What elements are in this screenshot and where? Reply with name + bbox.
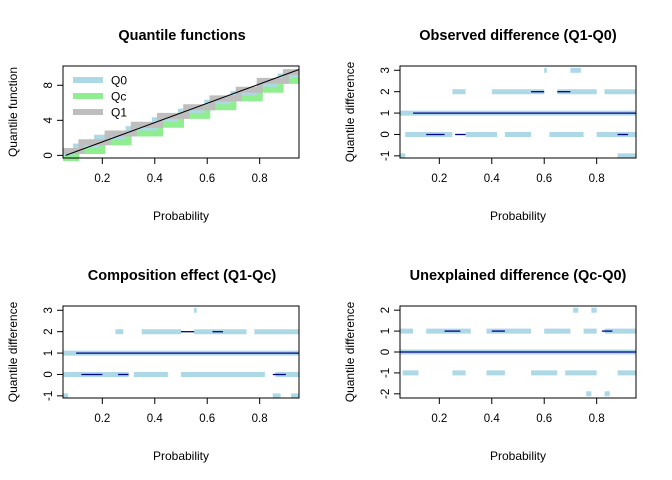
y-tick-label: 8 [43, 82, 55, 88]
legend: Q0 Qc Q1 [73, 74, 127, 120]
chart-title: Composition effect (Q1-Qc) [88, 268, 277, 284]
plot-area [63, 307, 299, 399]
y-axis: -1 0 1 2 3 [43, 307, 63, 401]
x-tick-label: 0.2 [94, 413, 110, 425]
legend-label: Q0 [111, 74, 127, 88]
y-tick-label: -1 [43, 391, 55, 401]
chart-panel-3: Composition effect (Q1-Qc) Probability Qua… [6, 268, 300, 463]
y-tick-label: 2 [43, 328, 55, 334]
y-tick-label: 4 [43, 117, 55, 124]
y-tick-label: 2 [380, 88, 392, 94]
y-tick-label: 1 [43, 350, 55, 356]
x-tick-label: 0.2 [94, 173, 110, 185]
x-tick-label: 0.4 [147, 173, 164, 185]
x-axis-label: Probability [153, 209, 209, 223]
x-tick-label: 0.6 [536, 413, 552, 425]
y-tick-label: 3 [43, 307, 55, 313]
x-tick-label: 0.8 [252, 413, 268, 425]
x-axis: 0.2 0.4 0.6 0.8 [431, 398, 605, 425]
y-tick-label: 0 [43, 152, 55, 158]
y-axis-label: Quantile difference [6, 301, 20, 402]
y-axis: -2 -1 0 1 2 [380, 307, 400, 399]
reference-line [65, 69, 300, 156]
legend-label: Qc [111, 90, 126, 104]
x-tick-label: 0.8 [252, 173, 268, 185]
x-axis: 0.2 0.4 0.6 0.8 [431, 158, 605, 185]
x-axis-label: Probability [490, 449, 546, 463]
chart-title: Quantile functions [118, 28, 245, 44]
series-line-Q1 [63, 69, 299, 154]
x-axis-label: Probability [490, 209, 546, 223]
legend-label: Q1 [111, 106, 127, 120]
plot-area [400, 307, 636, 397]
y-tick-label: 0 [380, 349, 392, 355]
plot-frame [399, 65, 637, 159]
y-axis-label: Quantile function [6, 67, 20, 157]
chart-title: Unexplained difference (Qc-Q0) [410, 268, 627, 284]
y-axis-label: Quantile difference [343, 61, 357, 162]
y-tick-label: 1 [380, 328, 392, 334]
plot-area [63, 69, 300, 161]
y-tick-label: 3 [380, 67, 392, 73]
y-tick-label: 1 [380, 110, 392, 116]
y-axis: 0 4 8 [43, 82, 63, 159]
x-axis-label: Probability [153, 449, 209, 463]
y-axis: -1 0 1 2 3 [380, 67, 400, 161]
y-axis-label: Quantile difference [343, 301, 357, 402]
chart-panel-1: Quantile functions Probability Quantile fu… [6, 28, 300, 223]
x-tick-label: 0.6 [199, 173, 215, 185]
x-tick-label: 0.8 [589, 413, 605, 425]
chart-panel-2: Observed difference (Q1-Q0) Probability Qu… [343, 28, 637, 223]
chart-panel-4: Unexplained difference (Qc-Q0) Probabilit… [343, 268, 637, 463]
x-tick-label: 0.8 [589, 173, 605, 185]
y-tick-label: 0 [43, 371, 55, 377]
x-tick-label: 0.6 [199, 413, 215, 425]
x-tick-label: 0.4 [484, 173, 501, 185]
x-tick-label: 0.2 [431, 413, 447, 425]
y-tick-label: -2 [380, 389, 392, 399]
x-axis: 0.2 0.4 0.6 0.8 [94, 398, 268, 425]
plot-area [400, 67, 636, 159]
y-tick-label: -1 [380, 368, 392, 378]
plot-frame [62, 65, 300, 159]
x-tick-label: 0.6 [536, 173, 552, 185]
x-axis: 0.2 0.4 0.6 0.8 [94, 158, 268, 185]
x-tick-label: 0.4 [484, 413, 501, 425]
y-tick-label: 0 [380, 131, 392, 137]
chart-title: Observed difference (Q1-Q0) [419, 28, 617, 44]
plot-frame [62, 305, 300, 399]
y-tick-label: -1 [380, 151, 392, 161]
x-tick-label: 0.2 [431, 173, 447, 185]
y-tick-label: 2 [380, 307, 392, 313]
x-tick-label: 0.4 [147, 413, 164, 425]
